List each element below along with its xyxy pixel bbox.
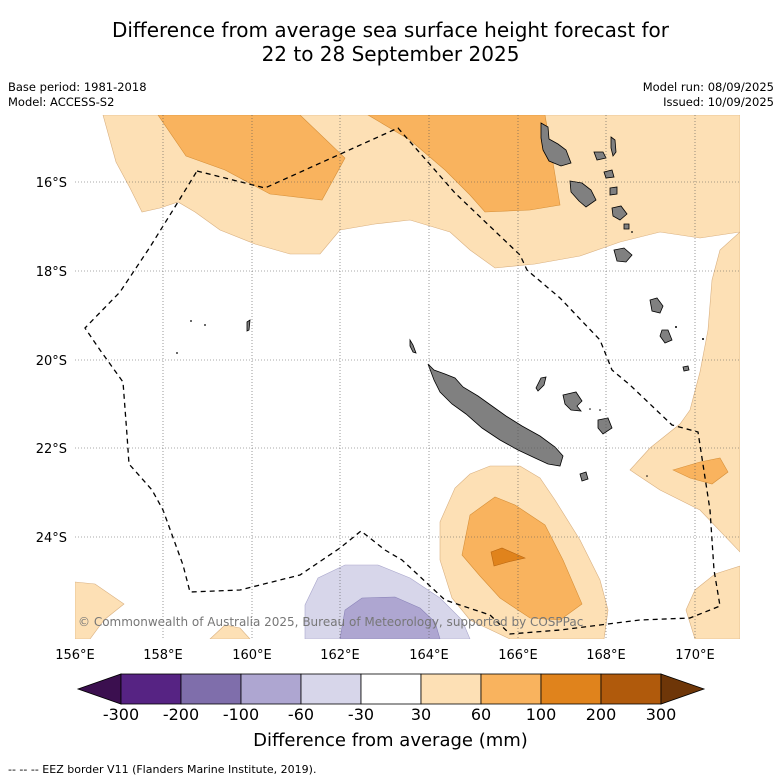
vanuatu-espiritu-santo [540, 122, 572, 167]
lat-tick-labels: 16°S 18°S 20°S 22°S 24°S [36, 176, 67, 546]
title-line-2: 22 to 28 September 2025 [261, 42, 520, 66]
lat-tick: 20°S [36, 354, 67, 369]
vanuatu-ambrym [603, 169, 615, 179]
loyalty-lifou [562, 391, 583, 412]
colorbar-bin [180, 673, 242, 705]
colorbar [76, 673, 706, 705]
colorbar-bin [480, 673, 542, 705]
colorbar-bin [300, 673, 362, 705]
east-orange-patch [672, 457, 729, 485]
belep-islands [409, 338, 417, 354]
lon-tick: 168°E [586, 648, 626, 663]
lon-tick: 156°E [55, 648, 95, 663]
colorbar-bin [420, 673, 482, 705]
vanuatu-aneityum [659, 329, 673, 344]
lon-tick-labels: 156°E 158°E 160°E 162°E 164°E 166°E 168°… [55, 648, 715, 663]
lon-tick: 166°E [498, 648, 538, 663]
lat-tick: 22°S [36, 442, 67, 457]
land [246, 122, 690, 482]
colorbar-tick-label: 200 [585, 705, 617, 724]
colorbar-tick-label: -100 [222, 705, 260, 724]
loyalty-ouvea [535, 376, 547, 392]
issued-date: Issued: 10/09/2025 [663, 95, 774, 109]
colorbar-tick-label: 60 [470, 705, 492, 724]
eez-border [84, 127, 721, 635]
colorbar-tick-label: -30 [347, 705, 375, 724]
colorbar-tick-label: -200 [162, 705, 200, 724]
lon-tick: 160°E [232, 648, 272, 663]
map-fields: © Commonwealth of Australia 2025, Bureau… [75, 115, 740, 639]
colorbar-bin [540, 673, 602, 705]
anomaly-100-200 [490, 547, 526, 567]
loyalty-mare [597, 417, 613, 435]
colorbar-tick-label: 30 [410, 705, 432, 724]
new-caledonia-mainland [427, 363, 564, 467]
model-name: Model: ACCESS-S2 [8, 95, 115, 109]
lat-tick: 18°S [36, 265, 67, 280]
colorbar-bin [360, 673, 422, 705]
gridlines [75, 115, 740, 639]
colorbar-tick-label: 100 [525, 705, 557, 724]
eez-legend: -- -- -- EEZ border V11 (Flanders Marine… [8, 763, 317, 776]
lat-tick: 24°S [36, 531, 67, 546]
colorbar-extend-high [660, 673, 706, 705]
hunter-island [682, 365, 690, 372]
colorbar-bin [120, 673, 182, 705]
colorbar-bin [240, 673, 302, 705]
base-period: Base period: 1981-2018 [8, 80, 147, 94]
reef-dots [176, 231, 704, 477]
attribution-text: © Commonwealth of Australia 2025, Bureau… [78, 615, 583, 629]
map-title: Difference from average sea surface heig… [0, 18, 781, 66]
north-orange-patch-west [157, 115, 346, 201]
vanuatu-epi [609, 186, 618, 196]
ile-des-pins [579, 471, 589, 482]
colorbar-tick-label: 300 [645, 705, 677, 724]
vanuatu-shepherd [623, 223, 630, 230]
vanuatu-pentecost [610, 136, 617, 157]
vanuatu-erromango [613, 247, 633, 263]
vanuatu-efate [611, 205, 628, 221]
meta-left: Base period: 1981-2018 Model: ACCESS-S2 [8, 80, 147, 110]
vanuatu-malakula [569, 180, 597, 208]
model-run: Model run: 08/09/2025 [642, 80, 774, 94]
anomaly-neg-60-100 [339, 596, 441, 639]
meta-right: Model run: 08/09/2025 Issued: 10/09/2025 [643, 80, 774, 110]
southwest-positive-region [75, 581, 125, 639]
lon-tick: 162°E [320, 648, 360, 663]
lon-tick: 164°E [409, 648, 449, 663]
chesterfield-islet [246, 319, 251, 332]
colorbar-title: Difference from average (mm) [253, 730, 528, 751]
colorbar-tick-label: -300 [102, 705, 140, 724]
lat-tick: 16°S [36, 176, 67, 191]
lon-tick: 170°E [675, 648, 715, 663]
lon-tick: 158°E [143, 648, 183, 663]
colorbar-tick-label: -60 [287, 705, 315, 724]
title-line-1: Difference from average sea surface heig… [111, 18, 670, 42]
vanuatu-tanna [649, 297, 664, 314]
colorbar-bin [600, 673, 662, 705]
colorbar-extend-low [76, 673, 122, 705]
southwest-positive-patch [209, 624, 251, 639]
